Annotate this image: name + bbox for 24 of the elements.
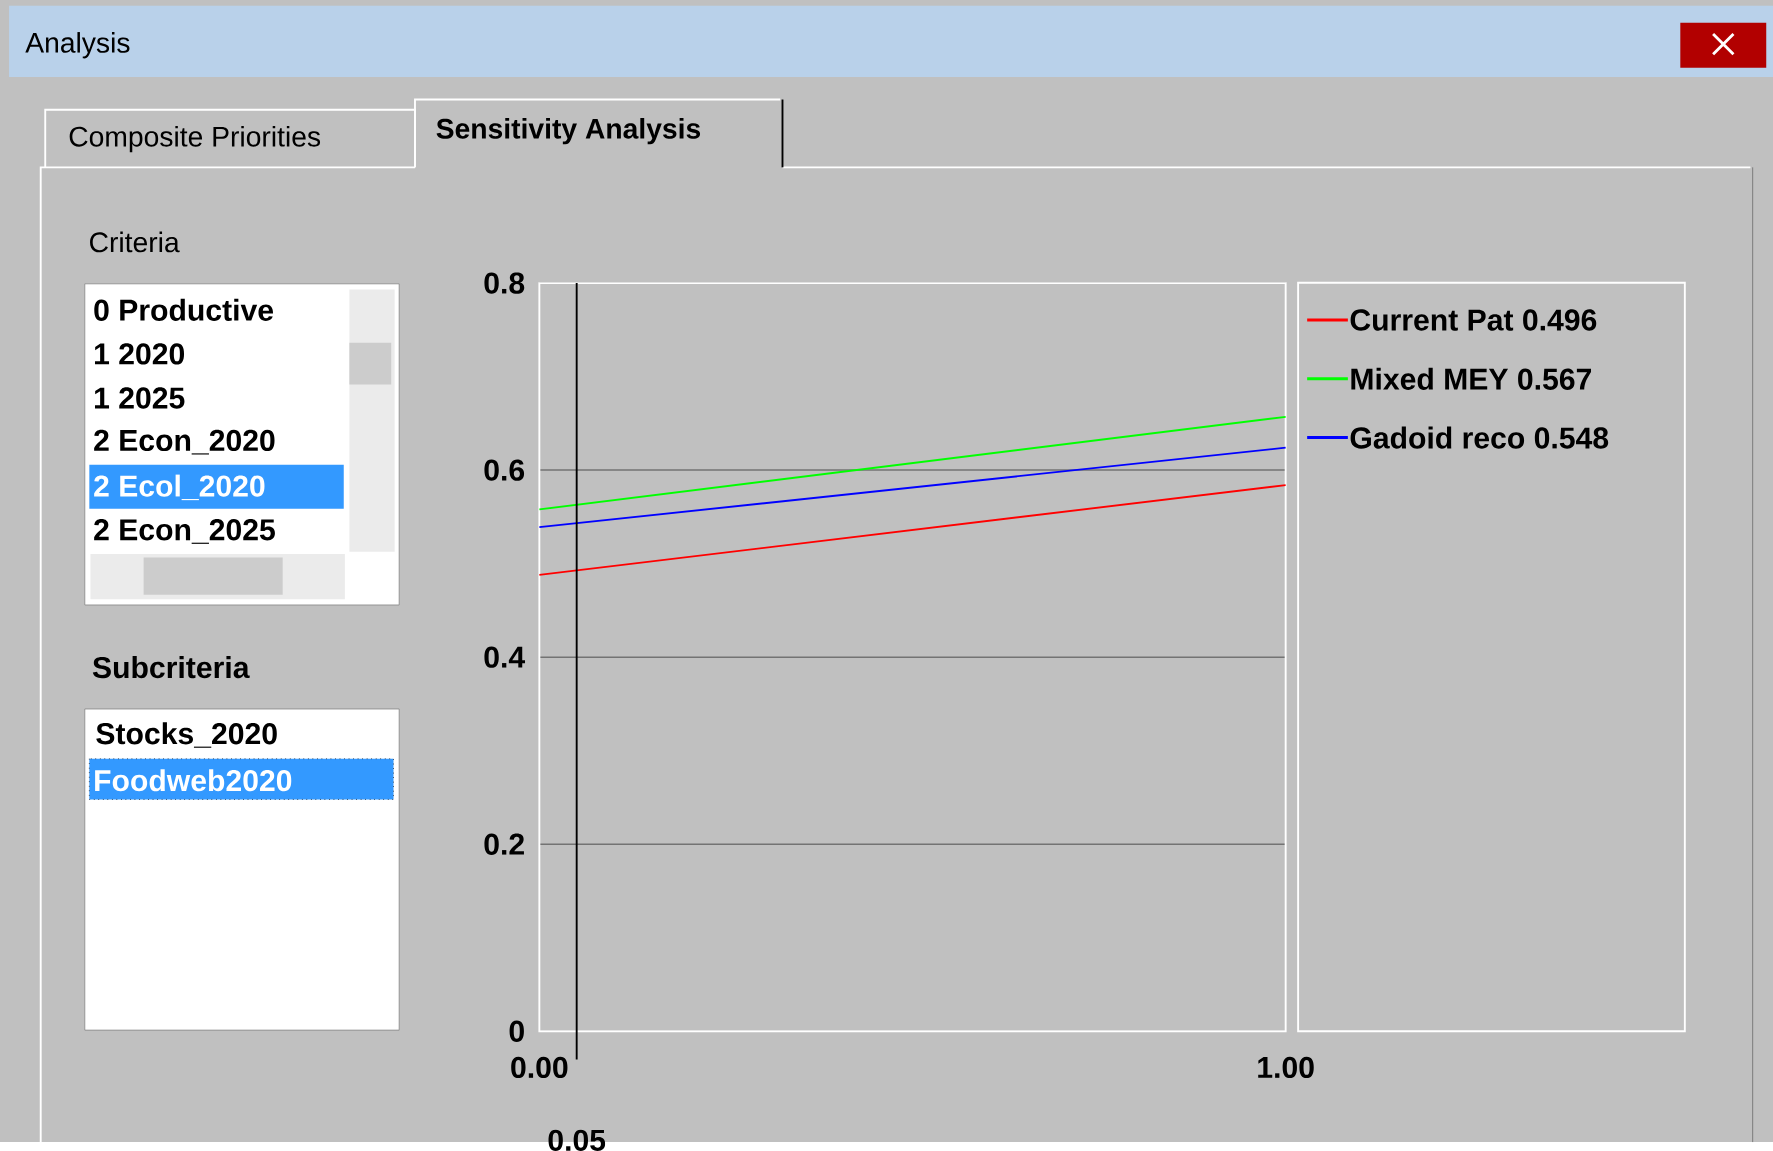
text: 2 Econ_2025 [94,519,275,544]
text: Subcriteria [92,656,250,679]
y-tick-label: 0.2 [484,833,524,855]
y-tick-label: 0 [509,1020,524,1042]
text: Sensitivity Analysis [436,118,701,145]
text: 2 Ecol_2020 [94,474,265,501]
text: 1 2020 [95,343,185,365]
text: Criteria [90,231,180,253]
text: 1 2025 [95,387,185,409]
text: Composite Priorities [69,125,321,153]
legend-label: Gadoid reco 0.548 [1350,426,1609,449]
text: 2 Econ_2020 [94,429,275,455]
text: 0 Productive [94,298,274,321]
y-tick-label: 0.6 [484,459,525,481]
text: Stocks_2020 [96,722,277,748]
text: Foodweb2020 [95,769,292,792]
text: Analysis [25,32,130,59]
legend-label: Mixed MEY 0.567 [1351,367,1591,390]
y-tick-label: 0.8 [484,272,525,294]
x-tick-label: 0.00 [511,1056,568,1079]
legend-label: Current Pat 0.496 [1350,309,1597,331]
x-tick-label: 1.00 [1258,1056,1314,1079]
y-tick-label: 0.4 [484,646,526,668]
ref-line-label: 0.05 [548,1129,606,1151]
